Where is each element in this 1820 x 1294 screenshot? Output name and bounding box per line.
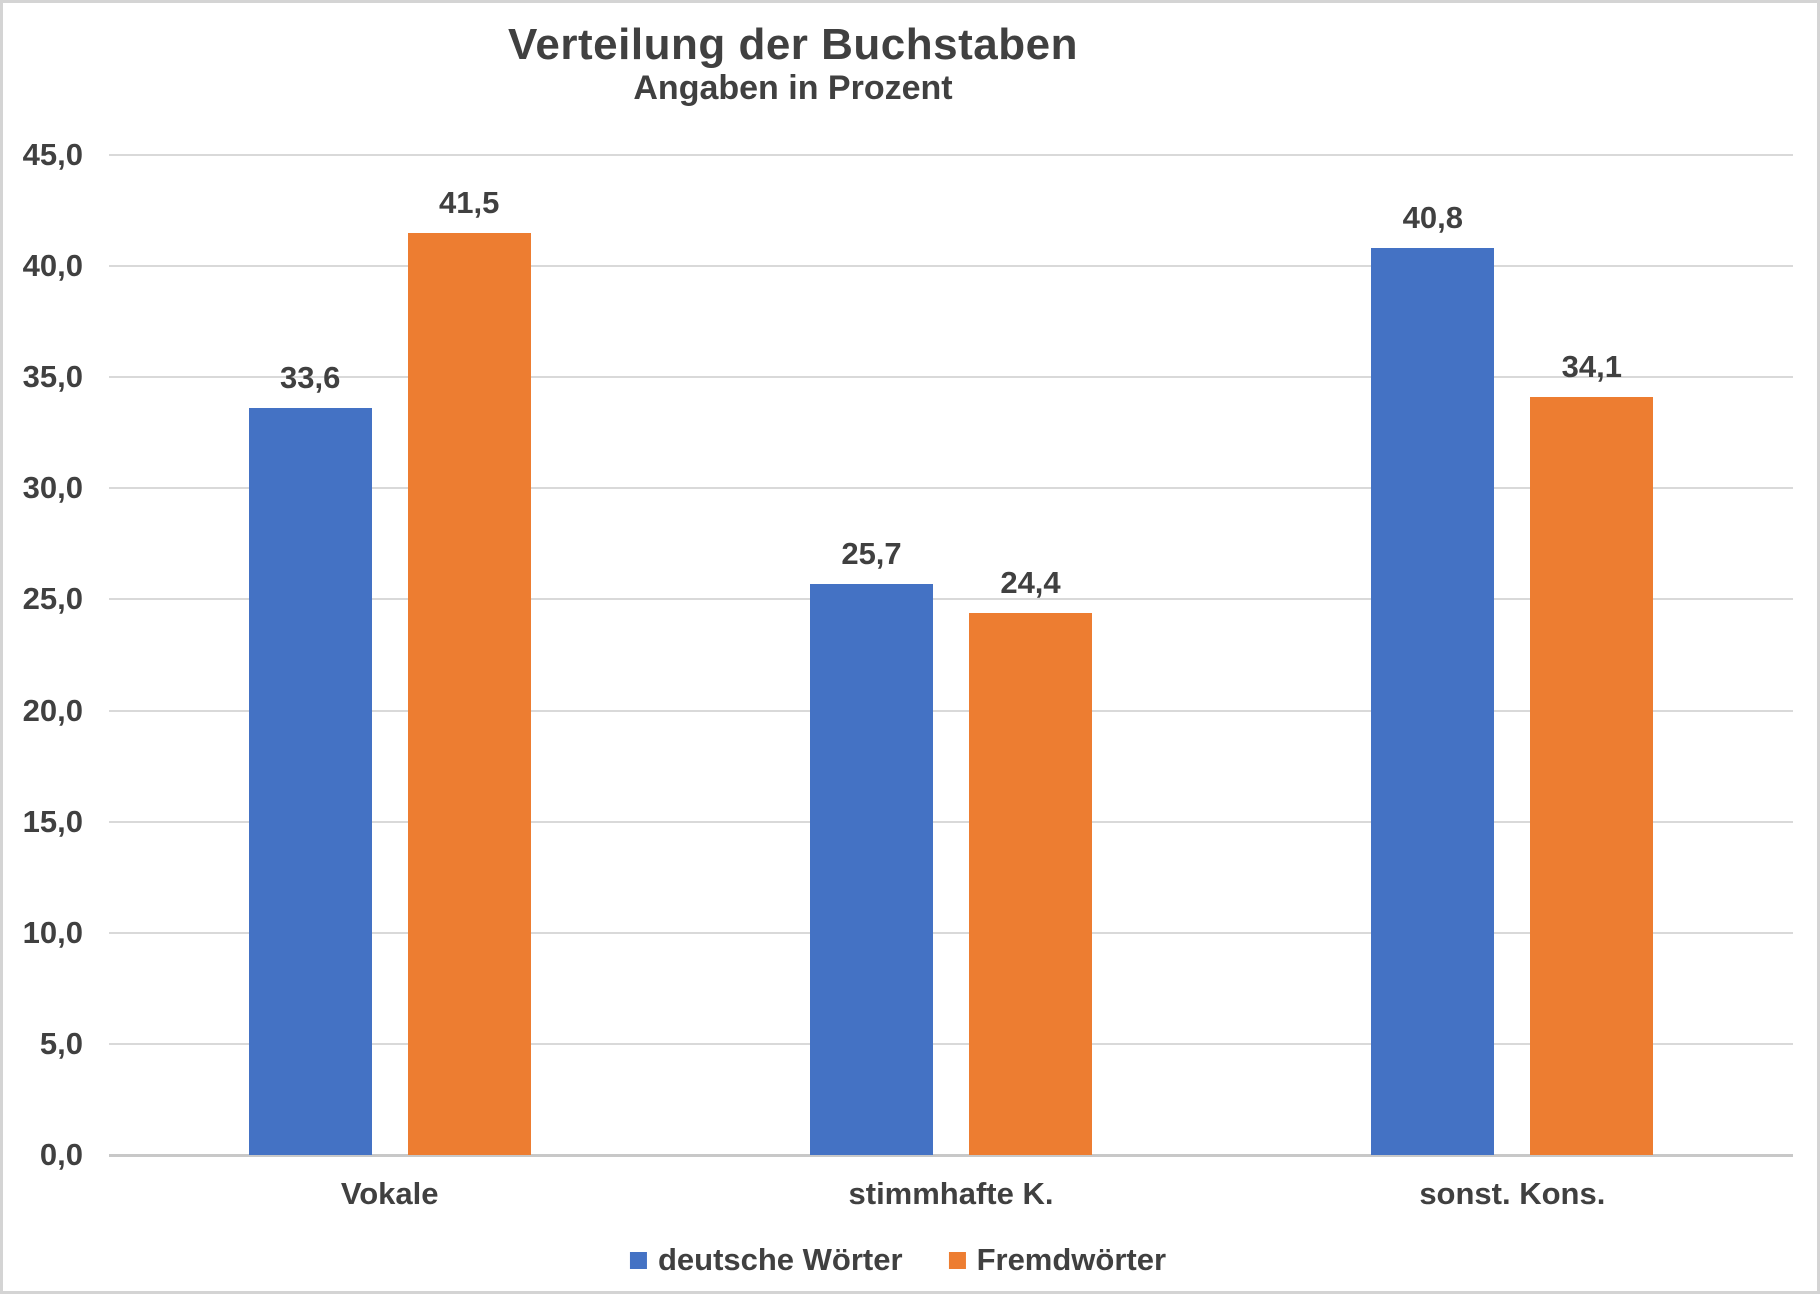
bar-value-label-fremdwoerter-1: 41,5 <box>438 184 500 220</box>
gridline <box>109 154 1793 156</box>
y-axis-tick-label: 30,0 <box>22 470 83 506</box>
legend-swatch-icon <box>629 1251 647 1269</box>
legend-label: Fremdwörter <box>976 1242 1167 1277</box>
y-axis-tick-label: 35,0 <box>22 359 83 395</box>
x-axis-category-label: Vokale <box>340 1176 439 1211</box>
y-axis-tick-label: 15,0 <box>22 803 83 839</box>
y-axis-tick-label: 40,0 <box>22 248 83 284</box>
legend-item-deutsche-woerter: deutsche Wörter <box>629 1242 903 1277</box>
gridline <box>109 931 1793 934</box>
legend: deutsche Wörter Fremdwörter <box>629 1242 1167 1277</box>
bar-value-label-fremdwoerter-3: 34,1 <box>1561 349 1622 385</box>
gridline <box>109 709 1793 712</box>
gridline <box>109 487 1793 490</box>
y-axis-tick-label: 10,0 <box>22 914 83 950</box>
y-axis-tick-label: 25,0 <box>22 581 83 617</box>
bar-fremdwoerter-3 <box>1530 397 1654 1155</box>
chart-subtitle: Angaben in Prozent <box>633 69 953 108</box>
legend-label: deutsche Wörter <box>657 1242 903 1277</box>
bar-fremdwoerter-2 <box>969 612 1092 1155</box>
gridline <box>109 598 1793 601</box>
bar-deutsche-woerter-2 <box>810 583 933 1155</box>
bar-value-label-deutsche-woerter-3: 40,8 <box>1402 200 1463 236</box>
gridline <box>109 820 1793 823</box>
bar-value-label-deutsche-woerter-1: 33,6 <box>279 360 341 396</box>
gridline <box>109 1042 1793 1045</box>
y-axis-tick-label: 0,0 <box>39 1137 83 1172</box>
x-axis-category-label: sonst. Kons. <box>1419 1176 1606 1211</box>
legend-item-fremdwoerter: Fremdwörter <box>948 1242 1167 1277</box>
gridline <box>109 265 1793 268</box>
x-axis-line <box>109 1154 1793 1157</box>
bar-value-label-fremdwoerter-2: 24,4 <box>1000 564 1061 600</box>
bar-deutsche-woerter-3 <box>1371 248 1495 1155</box>
y-axis-tick-label: 5,0 <box>39 1025 83 1061</box>
bar-deutsche-woerter-1 <box>248 408 372 1155</box>
bar-value-label-deutsche-woerter-2: 25,7 <box>841 535 902 571</box>
chart-title-block: Verteilung der Buchstaben Angaben in Pro… <box>3 20 1583 108</box>
chart-title: Verteilung der Buchstaben <box>508 20 1078 69</box>
gridline <box>109 376 1793 379</box>
x-axis-category-label: stimmhafte K. <box>848 1176 1054 1211</box>
legend-swatch-icon <box>948 1251 966 1269</box>
y-axis-tick-label: 45,0 <box>22 137 83 172</box>
y-axis-tick-label: 20,0 <box>22 692 83 728</box>
bar-fremdwoerter-1 <box>407 232 531 1155</box>
